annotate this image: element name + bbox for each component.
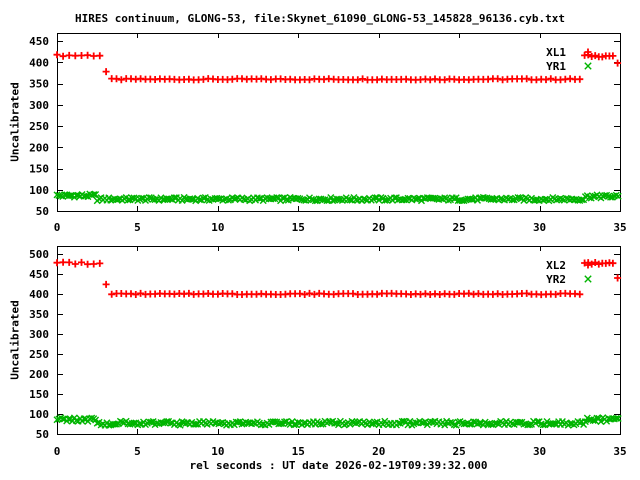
x-tick-label: 35 bbox=[613, 445, 626, 458]
y-tick-label: 350 bbox=[29, 308, 49, 321]
plot-2: 50 100 150 200 250 300 350 400 450 500 0 5 10 15 20 25 3… bbox=[29, 246, 627, 458]
plot-1: 50 100 150 200 250 300 350 400 450 0 5 10 15 20 25 30 35… bbox=[29, 33, 627, 234]
plot-frame-and-ticks bbox=[57, 33, 621, 212]
x-tick-label: 0 bbox=[54, 445, 61, 458]
x-tick-label: 25 bbox=[453, 445, 466, 458]
x-tick-label: 10 bbox=[211, 445, 224, 458]
legend-label-YR1: YR1 bbox=[546, 60, 566, 73]
tick-labels: 50 100 150 200 250 300 350 400 450 0 5 10 15 20 25 30 35 bbox=[29, 35, 627, 234]
y-axis-label-bottom: Uncalibrated bbox=[8, 300, 22, 380]
y-tick-label: 350 bbox=[29, 78, 49, 91]
y-tick-label: 300 bbox=[29, 328, 49, 341]
y-tick-label: 100 bbox=[29, 408, 49, 421]
x-tick-label: 20 bbox=[372, 445, 385, 458]
legend-marker-XL2 bbox=[584, 261, 592, 269]
x-axis-label: rel seconds : UT date 2026-02-19T09:39:3… bbox=[189, 459, 488, 472]
y-tick-label: 250 bbox=[29, 348, 49, 361]
x-tick-label: 20 bbox=[372, 221, 385, 234]
tick-labels: 50 100 150 200 250 300 350 400 450 500 0 5 10 15 20 25 3… bbox=[29, 248, 627, 458]
x-tick-label: 5 bbox=[134, 445, 141, 458]
series-YR2 bbox=[53, 414, 622, 429]
legend-label-YR2: YR2 bbox=[546, 273, 566, 286]
legend-label-XL1: XL1 bbox=[546, 46, 566, 59]
y-tick-label: 100 bbox=[29, 184, 49, 197]
y-tick-label: 250 bbox=[29, 120, 49, 133]
x-tick-label: 15 bbox=[292, 445, 305, 458]
y-tick-label: 500 bbox=[29, 248, 49, 261]
x-tick-label: 0 bbox=[54, 221, 61, 234]
y-tick-label: 400 bbox=[29, 288, 49, 301]
x-tick-label: 25 bbox=[453, 221, 466, 234]
axis-ticks bbox=[57, 246, 621, 435]
x-tick-label: 30 bbox=[533, 445, 546, 458]
legend-marker-YR1 bbox=[584, 62, 592, 70]
y-tick-label: 150 bbox=[29, 388, 49, 401]
y-tick-label: 50 bbox=[36, 205, 49, 218]
y-tick-label: 200 bbox=[29, 141, 49, 154]
y-axis-label-top: Uncalibrated bbox=[8, 82, 22, 162]
y-tick-label: 150 bbox=[29, 163, 49, 176]
y-tick-label: 400 bbox=[29, 56, 49, 69]
chart-title: HIRES continuum, GLONG-53, file:Skynet_6… bbox=[74, 12, 566, 25]
legend-marker-YR2 bbox=[584, 275, 592, 283]
y-tick-label: 300 bbox=[29, 99, 49, 112]
legend-label-XL2: XL2 bbox=[546, 259, 566, 272]
x-tick-label: 15 bbox=[292, 221, 305, 234]
series-XL1 bbox=[53, 51, 622, 84]
x-tick-label: 10 bbox=[211, 221, 224, 234]
y-tick-label: 50 bbox=[36, 428, 49, 441]
legend-marker-XL1 bbox=[584, 48, 592, 56]
y-tick-label: 450 bbox=[29, 268, 49, 281]
x-tick-label: 35 bbox=[613, 221, 626, 234]
x-tick-label: 30 bbox=[533, 221, 546, 234]
y-tick-label: 200 bbox=[29, 368, 49, 381]
series-YR1 bbox=[53, 190, 622, 205]
x-tick-label: 5 bbox=[134, 221, 141, 234]
plot-frame-and-ticks bbox=[57, 246, 621, 435]
series-XL2 bbox=[53, 258, 622, 299]
y-tick-label: 450 bbox=[29, 35, 49, 48]
axis-ticks bbox=[57, 33, 621, 212]
